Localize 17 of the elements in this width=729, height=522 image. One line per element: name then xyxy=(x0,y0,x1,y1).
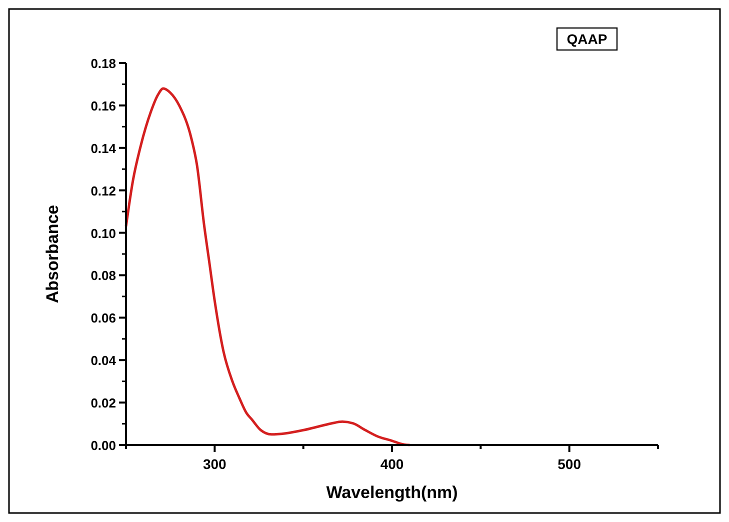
y-tick-label: 0.08 xyxy=(90,268,116,284)
text: QAAP xyxy=(566,31,608,47)
y-tick-label: 0.16 xyxy=(90,98,116,114)
x-tick-label: 400 xyxy=(380,456,404,472)
y-tick-label: 0.10 xyxy=(90,226,116,241)
y-tick-label: 0.06 xyxy=(90,310,116,326)
line-series xyxy=(124,87,411,446)
y-tick-label: 0.02 xyxy=(90,396,116,411)
x-axis-title: Wavelength(nm) xyxy=(326,483,458,502)
y-tick-label: 0.04 xyxy=(90,353,117,368)
y-axis-title: Absorbance xyxy=(43,204,62,304)
y-tick-label: 0.00 xyxy=(90,438,116,453)
y-tick-label: 0.12 xyxy=(90,183,116,198)
y-tick-label: 0.18 xyxy=(90,56,116,71)
y-tick-label: 0.14 xyxy=(90,140,117,156)
x-tick-label: 300 xyxy=(202,456,227,472)
x-tick-label: 500 xyxy=(558,456,582,472)
